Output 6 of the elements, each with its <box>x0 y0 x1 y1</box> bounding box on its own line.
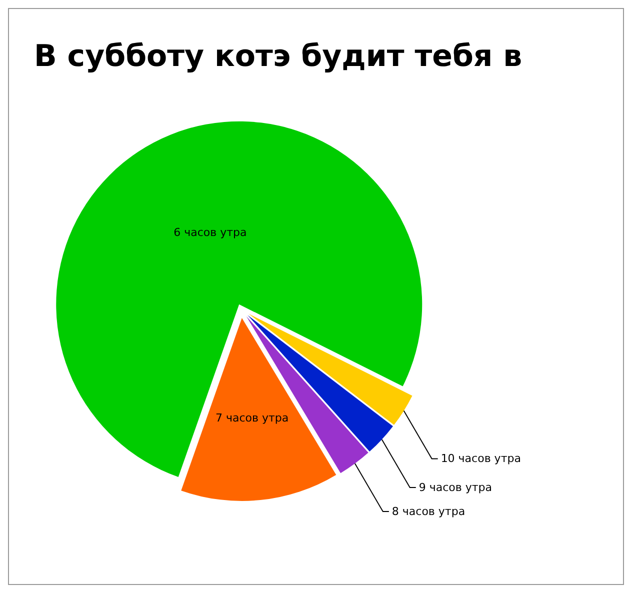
slice-label: 10 часов утра <box>440 452 521 466</box>
chart-title: В субботу котэ будит тебя в <box>33 38 524 76</box>
slice-label: 7 часов утра <box>216 412 289 425</box>
slice-label: 9 часов утра <box>418 480 492 494</box>
slice-label: 8 часов утра <box>392 505 466 518</box>
slice-label: 6 часов утра <box>174 226 247 240</box>
